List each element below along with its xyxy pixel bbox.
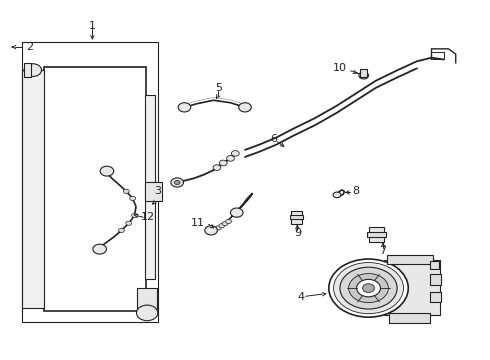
Text: 6: 6 [270, 134, 277, 144]
Circle shape [363, 284, 374, 292]
Text: 7: 7 [379, 246, 387, 256]
Circle shape [100, 166, 114, 176]
Circle shape [171, 178, 183, 187]
Circle shape [225, 219, 231, 224]
Circle shape [216, 226, 221, 230]
Text: 11: 11 [191, 217, 205, 228]
Circle shape [349, 274, 389, 303]
Bar [44, 67, 146, 311]
Bar [430, 261, 439, 269]
Circle shape [340, 267, 397, 309]
Circle shape [174, 180, 180, 185]
Circle shape [126, 221, 132, 225]
Circle shape [219, 224, 224, 228]
Text: 10: 10 [333, 63, 346, 73]
Circle shape [93, 244, 106, 254]
Text: 1: 1 [89, 21, 96, 31]
Circle shape [205, 226, 218, 235]
Bar [22, 70, 44, 307]
Circle shape [178, 103, 191, 112]
Bar [24, 63, 31, 77]
Text: 3: 3 [154, 186, 161, 195]
Circle shape [137, 305, 158, 321]
Bar [389, 313, 430, 323]
Bar [291, 211, 302, 224]
Bar [367, 232, 386, 237]
Bar [22, 42, 158, 322]
Text: 5: 5 [215, 83, 222, 93]
Bar [387, 255, 433, 264]
Bar [385, 260, 440, 315]
Circle shape [213, 165, 221, 170]
Circle shape [239, 103, 251, 112]
Circle shape [132, 213, 138, 217]
Circle shape [123, 189, 129, 193]
Circle shape [230, 208, 243, 217]
Bar [290, 215, 303, 219]
Text: 4: 4 [297, 292, 304, 302]
Circle shape [130, 196, 136, 201]
Bar [145, 182, 162, 201]
Circle shape [226, 156, 234, 161]
Bar [360, 69, 367, 77]
Circle shape [231, 150, 239, 156]
Circle shape [24, 64, 42, 77]
Bar [430, 274, 441, 284]
Circle shape [333, 192, 341, 198]
Text: 2: 2 [26, 42, 33, 52]
Circle shape [119, 228, 124, 233]
Text: 8: 8 [352, 186, 360, 196]
Circle shape [357, 279, 380, 297]
Text: 12: 12 [141, 212, 155, 222]
Bar [145, 95, 155, 279]
Bar [138, 288, 157, 309]
Circle shape [359, 72, 368, 79]
Circle shape [334, 262, 403, 314]
Circle shape [220, 160, 227, 166]
Circle shape [222, 221, 228, 226]
Bar [368, 227, 384, 242]
Text: 9: 9 [294, 228, 301, 238]
Bar [430, 292, 441, 302]
Circle shape [329, 259, 408, 317]
